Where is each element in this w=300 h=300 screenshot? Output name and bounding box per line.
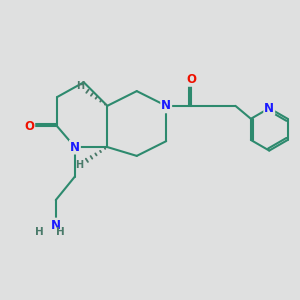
Text: H: H	[35, 227, 44, 237]
Text: O: O	[24, 120, 34, 133]
Text: N: N	[161, 99, 171, 112]
Text: H: H	[75, 160, 83, 170]
Text: N: N	[70, 141, 80, 154]
Text: O: O	[186, 73, 196, 86]
Text: N: N	[51, 219, 61, 232]
Text: H: H	[76, 81, 84, 91]
Text: H: H	[56, 227, 64, 237]
Text: N: N	[264, 102, 274, 115]
